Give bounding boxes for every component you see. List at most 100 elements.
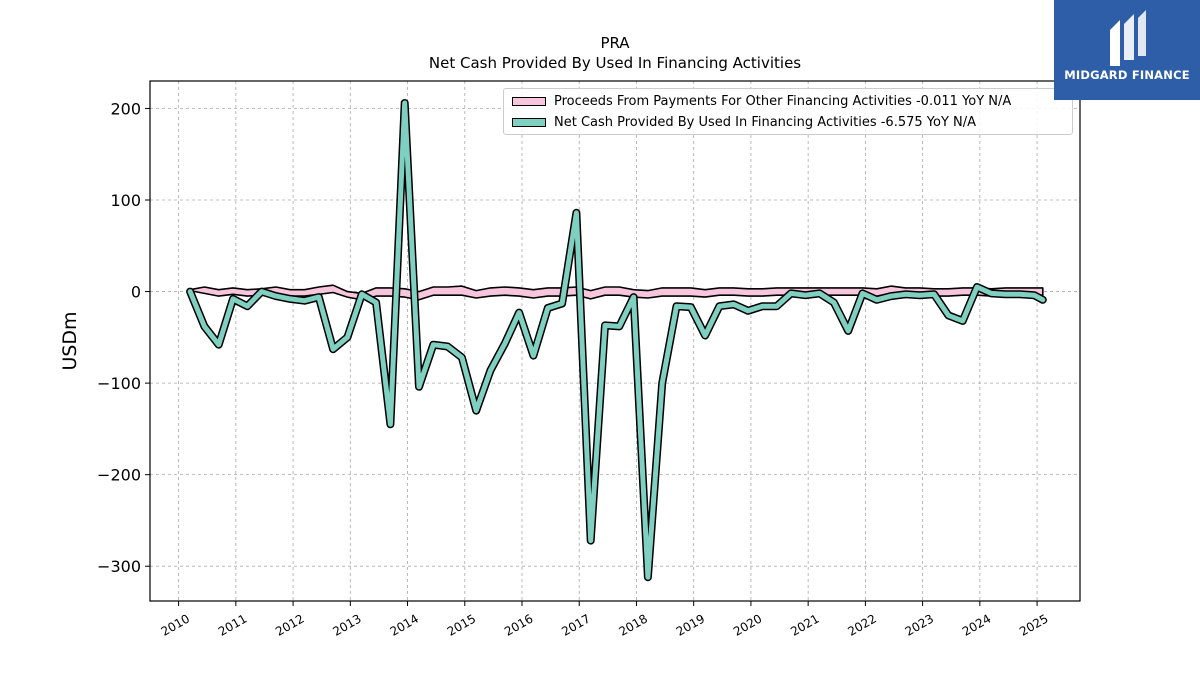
series-net-cash-point bbox=[890, 295, 892, 297]
x-tick-label: 2025 bbox=[1017, 611, 1050, 638]
series-net-cash-point bbox=[933, 293, 935, 296]
legend-item-net-cash: Net Cash Provided By Used In Financing A… bbox=[512, 113, 976, 131]
series-net-cash-point bbox=[675, 305, 678, 308]
series-net-cash-point bbox=[804, 294, 807, 297]
x-tick-label: 2011 bbox=[216, 611, 249, 638]
x-tick-label: 2020 bbox=[731, 611, 764, 638]
series-net-cash-point bbox=[518, 311, 520, 314]
series-net-cash-point bbox=[504, 342, 506, 345]
y-tick-label: 200 bbox=[110, 99, 141, 118]
series-net-cash-point bbox=[818, 292, 821, 295]
series-net-cash-point bbox=[275, 295, 277, 297]
x-tick-label: 2010 bbox=[159, 611, 192, 638]
series-net-cash-point bbox=[718, 305, 721, 308]
series-net-cash-point bbox=[833, 301, 835, 304]
y-tick-label: 100 bbox=[110, 191, 141, 210]
x-tick-label: 2014 bbox=[388, 611, 421, 638]
series-net-cash-point bbox=[632, 296, 635, 298]
series-net-cash-point bbox=[346, 336, 349, 339]
series-net-cash-point bbox=[389, 423, 392, 426]
series-net-cash-point bbox=[1004, 293, 1007, 296]
series-net-cash-point bbox=[661, 382, 663, 384]
series-net-cash-point bbox=[1033, 294, 1035, 297]
series-net-cash-line bbox=[187, 100, 1046, 580]
series-net-cash-point bbox=[361, 293, 363, 296]
series-net-cash-point bbox=[418, 386, 420, 388]
series-net-cash-point bbox=[246, 305, 249, 308]
series-net-cash-point bbox=[217, 343, 220, 346]
series-net-cash-point bbox=[403, 102, 406, 104]
series-net-cash-point bbox=[704, 334, 706, 337]
series-net-cash-point bbox=[919, 294, 921, 297]
series-net-cash-point bbox=[976, 286, 978, 288]
series-net-cash-point bbox=[876, 299, 878, 301]
series-net-cash-point bbox=[232, 298, 234, 300]
series-net-cash-point bbox=[775, 305, 778, 308]
y-tick-label: −300 bbox=[97, 557, 141, 576]
series-layer bbox=[186, 99, 1047, 582]
series-net-cash-point bbox=[547, 307, 549, 309]
series-proceeds-band bbox=[189, 284, 1044, 301]
series-net-cash-point bbox=[747, 310, 749, 312]
series-net-cash-point bbox=[260, 290, 263, 293]
series-net-cash-point bbox=[618, 325, 621, 328]
series-net-cash-point bbox=[461, 356, 463, 359]
series-net-cash-point bbox=[733, 303, 735, 306]
x-tick-label: 2024 bbox=[960, 611, 993, 638]
series-net-cash-point bbox=[961, 320, 964, 322]
series-net-cash-point bbox=[947, 314, 950, 317]
x-tick-label: 2016 bbox=[502, 611, 535, 638]
x-tick-label: 2013 bbox=[330, 611, 363, 638]
legend-label-net-cash: Net Cash Provided By Used In Financing A… bbox=[554, 114, 977, 130]
legend: Proceeds From Payments For Other Financi… bbox=[503, 88, 1073, 135]
series-net-cash-point bbox=[203, 325, 206, 328]
x-tick-label: 2015 bbox=[445, 611, 478, 638]
series-net-cash-point bbox=[561, 302, 563, 305]
x-tick-label: 2017 bbox=[559, 611, 592, 638]
series-net-cash-point bbox=[489, 369, 492, 372]
series-net-cash-point bbox=[189, 290, 191, 293]
series-net-cash-point bbox=[318, 296, 320, 298]
series-net-cash-point bbox=[332, 348, 334, 351]
series-net-cash-point bbox=[790, 292, 792, 295]
legend-swatch-proceeds bbox=[512, 96, 546, 106]
x-tick-label: 2022 bbox=[845, 611, 878, 638]
series-net-cash-point bbox=[761, 305, 764, 308]
series-net-cash-point bbox=[475, 409, 478, 412]
series-net-cash-point bbox=[604, 324, 606, 327]
y-tick-label: −100 bbox=[97, 374, 141, 393]
legend-item-proceeds: Proceeds From Payments For Other Financi… bbox=[512, 92, 1011, 110]
chart-subtitle: Net Cash Provided By Used In Financing A… bbox=[429, 54, 801, 72]
series-net-cash-outline bbox=[186, 99, 1047, 582]
y-tick-label: −200 bbox=[97, 466, 141, 485]
chart-title: PRA bbox=[600, 34, 630, 52]
x-tick-label: 2023 bbox=[903, 611, 936, 638]
series-net-cash-point bbox=[1019, 293, 1021, 296]
axes-layer: 200 100 0 −100 −200 −300 2010 2011 2012 2013 2014 2… bbox=[97, 99, 1051, 638]
series-net-cash-point bbox=[690, 306, 692, 308]
y-axis-label: USDm bbox=[59, 311, 81, 370]
series-net-cash-point bbox=[990, 292, 993, 295]
legend-label-proceeds: Proceeds From Payments For Other Financi… bbox=[554, 93, 1012, 109]
series-net-cash-point bbox=[861, 292, 864, 295]
x-tick-label: 2019 bbox=[674, 611, 707, 638]
series-net-cash-point bbox=[647, 576, 649, 578]
series-net-cash-point bbox=[575, 212, 578, 214]
series-net-cash-point bbox=[289, 298, 292, 300]
legend-swatch-net-cash bbox=[512, 117, 546, 127]
series-net-cash-point bbox=[847, 330, 849, 332]
grid bbox=[150, 81, 1080, 601]
series-net-cash-point bbox=[446, 345, 449, 348]
x-tick-label: 2018 bbox=[617, 611, 650, 638]
plot-frame bbox=[149, 80, 1081, 602]
x-tick-label: 2012 bbox=[273, 611, 306, 638]
x-tick-label: 2021 bbox=[788, 611, 821, 638]
series-net-cash-point bbox=[904, 293, 907, 296]
series-net-cash-point bbox=[375, 301, 377, 304]
series-net-cash-point bbox=[532, 354, 535, 357]
midgard-finance-logo: MIDGARD FINANCE bbox=[1054, 0, 1200, 100]
y-tick-label: 0 bbox=[131, 283, 141, 302]
series-net-cash-point bbox=[303, 299, 306, 302]
logo-text: MIDGARD FINANCE bbox=[1064, 68, 1190, 82]
